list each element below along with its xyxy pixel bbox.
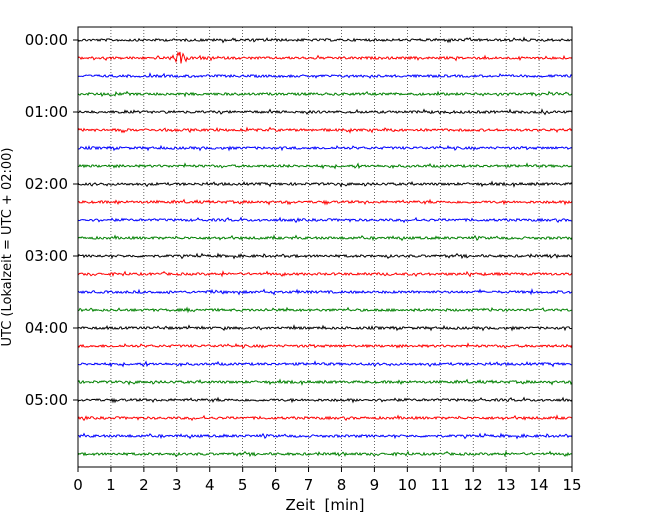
trace-0100 [77,108,573,116]
x-tick-label: 4 [205,476,215,494]
plot-frame [77,26,573,468]
seismic-traces [77,36,573,458]
trace-0330 [77,288,573,296]
x-tick-label: 9 [370,476,380,494]
trace-0400 [77,324,573,332]
x-tick-label: 8 [337,476,347,494]
y-axis-label: UTC (Lokalzeit = UTC + 02:00) [0,148,15,347]
x-tick-label: 1 [106,476,116,494]
y-tick-label: 05:00 [25,391,68,409]
y-tick-label: 01:00 [25,103,68,121]
trace-0130 [77,144,573,152]
trace-0515 [77,414,573,422]
y-tick-label: 03:00 [25,247,68,265]
vertical-grid [110,27,540,467]
x-tick-label: 6 [271,476,281,494]
x-tick-label: 15 [562,476,581,494]
trace-0245 [77,234,573,242]
y-tick-label: 00:00 [25,31,68,49]
trace-0030 [77,72,573,79]
y-axis-ticks: 00:00 01:00 02:00 03:00 04:00 05:00 [25,31,78,409]
trace-0145 [77,162,573,170]
x-tick-label: 2 [139,476,149,494]
x-tick-label: 13 [497,476,516,494]
x-tick-label: 10 [398,476,417,494]
y-tick-label: 04:00 [25,319,68,337]
trace-0115 [77,126,573,134]
trace-0345 [77,306,573,314]
trace-0415 [77,342,573,349]
trace-0045 [77,90,573,98]
trace-0300 [77,252,573,260]
x-axis-label: Zeit [min] [285,496,364,514]
trace-0445 [77,378,573,386]
y-tick-label: 02:00 [25,175,68,193]
trace-0545 [77,450,573,458]
trace-0200 [77,180,573,188]
trace-0215 [77,198,573,206]
x-tick-label: 12 [464,476,483,494]
x-tick-label: 5 [238,476,248,494]
x-tick-label: 0 [73,476,83,494]
trace-0430 [77,360,573,368]
x-tick-label: 14 [530,476,549,494]
trace-0230 [77,216,573,224]
trace-0530 [77,432,573,440]
trace-0000 [77,36,573,44]
x-tick-label: 3 [172,476,182,494]
trace-0315 [77,270,573,278]
trace-0015 [77,51,573,64]
x-axis-ticks: 0 1 2 3 4 5 6 7 8 9 10 11 12 13 14 15 [73,467,582,494]
x-tick-label: 7 [304,476,314,494]
trace-0500 [77,396,573,404]
x-tick-label: 11 [431,476,450,494]
